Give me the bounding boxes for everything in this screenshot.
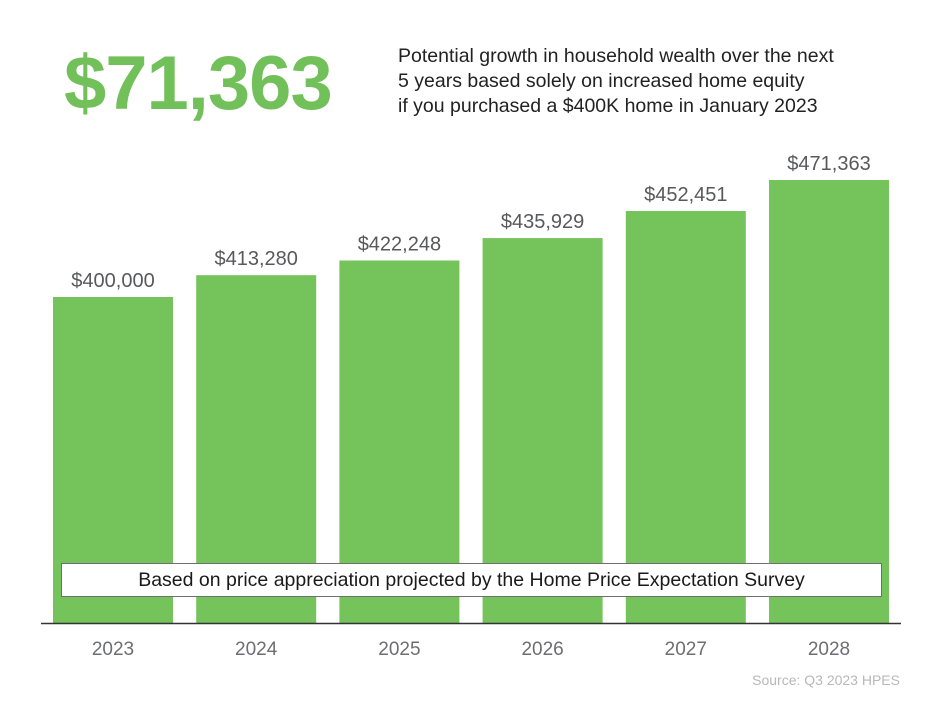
value-label-2027: $452,451 <box>644 184 727 206</box>
headline-description-line: 5 years based solely on increased home e… <box>398 70 805 92</box>
x-tick-label-2024: 2024 <box>235 639 278 660</box>
bar-2028 <box>769 180 889 623</box>
x-tick-label-2025: 2025 <box>378 639 420 660</box>
source-note: Source: Q3 2023 HPES <box>752 672 900 688</box>
bar-2026 <box>482 238 603 623</box>
value-labels-layer: $400,000 $413,280 $422,248 $435,929 $452,451… <box>71 153 870 292</box>
value-label-2023: $400,000 <box>71 270 154 292</box>
survey-note-text: Based on price appreciation projected by… <box>138 568 805 591</box>
headline-amount: $71,363 <box>64 41 333 126</box>
x-tick-label-2027: 2027 <box>665 639 707 660</box>
value-label-2024: $413,280 <box>214 248 297 270</box>
value-label-2025: $422,248 <box>358 234 441 256</box>
headline-description-line: Potential growth in household wealth ove… <box>398 45 834 67</box>
value-label-2026: $435,929 <box>501 211 584 233</box>
x-tick-labels-layer: 2023 2024 2025 2026 2027 2028 <box>92 639 850 660</box>
headline-description-line: if you purchased a $400K home in January… <box>398 95 818 117</box>
bars-layer <box>53 180 889 623</box>
bar-2027 <box>625 211 746 623</box>
x-tick-label-2023: 2023 <box>92 639 134 660</box>
survey-note-box: Based on price appreciation projected by… <box>61 563 882 597</box>
x-tick-label-2026: 2026 <box>521 639 563 660</box>
value-label-2028: $471,363 <box>787 153 870 175</box>
headline-description: Potential growth in household wealth ove… <box>398 44 898 119</box>
x-tick-label-2028: 2028 <box>808 639 850 660</box>
bar-2025 <box>339 260 460 623</box>
